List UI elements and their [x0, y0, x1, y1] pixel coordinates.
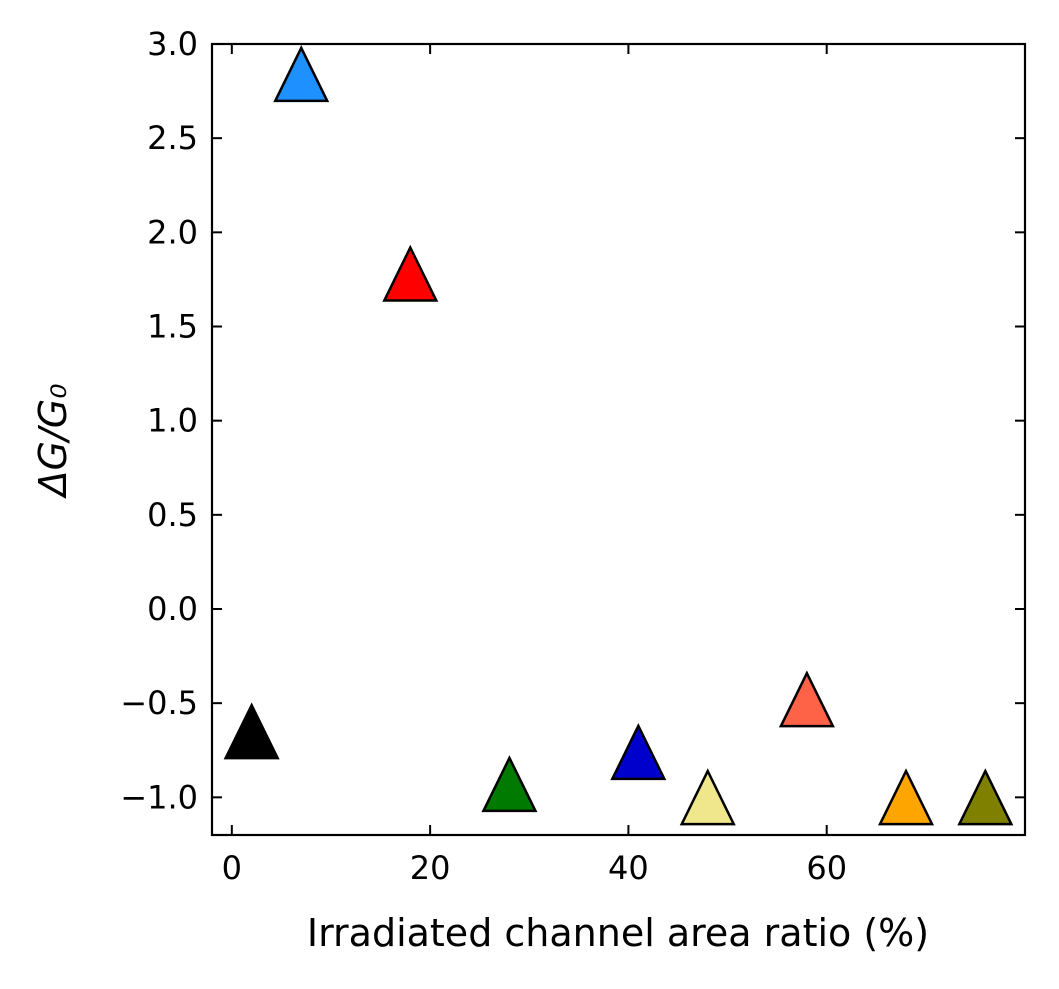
x-tick-label: 20	[410, 849, 451, 887]
y-tick-label: 2.0	[147, 213, 198, 251]
data-point-triangle	[273, 45, 330, 103]
data-points	[223, 45, 1014, 826]
data-point-triangle	[382, 244, 439, 302]
y-tick-label: 0.5	[147, 496, 198, 534]
data-point-triangle	[610, 723, 667, 781]
plot-frame	[210, 42, 1027, 837]
x-tick-label: 60	[806, 849, 847, 887]
y-tick-label: 3.0	[147, 25, 198, 63]
y-tick-label: 1.0	[147, 402, 198, 440]
y-tick-label: −0.5	[120, 684, 198, 722]
axes: 0 20 40 60 3.0 2.5 2.0 1.5 1.0 0.5 0.0 −0.5 −1.0	[120, 25, 1027, 887]
y-axis-label: ΔG/G₀	[31, 384, 75, 500]
y-tick-label: 0.0	[147, 590, 198, 628]
data-point-triangle	[223, 702, 280, 760]
x-tick-label: 0	[222, 849, 242, 887]
x-tick-label: 40	[608, 849, 649, 887]
data-point-triangle	[679, 768, 736, 826]
data-point-triangle	[878, 768, 935, 826]
data-point-triangle	[957, 768, 1014, 826]
y-tick-label: 1.5	[147, 308, 198, 346]
y-tick-label: −1.0	[120, 778, 198, 816]
x-axis-label: Irradiated channel area ratio (%)	[307, 911, 929, 955]
y-tick-label: 2.5	[147, 119, 198, 157]
data-point-triangle	[481, 755, 538, 813]
data-point-triangle	[778, 670, 835, 728]
